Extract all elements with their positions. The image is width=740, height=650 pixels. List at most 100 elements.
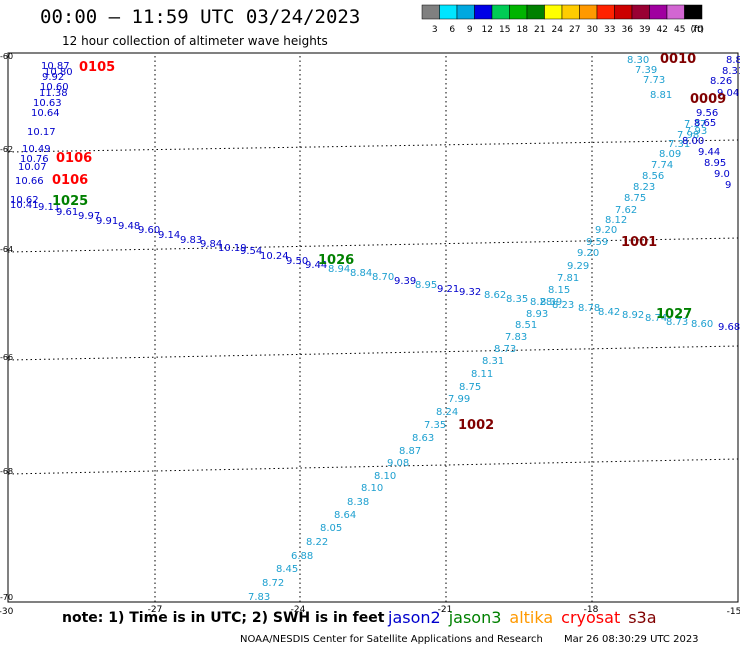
wave-height-label: 8.63 [412,433,434,444]
wave-height-label: 9.21 [437,284,459,295]
wave-height-label: 8.72 [262,578,284,589]
color-scale-legend: 3 6 9 12 15 18 21 24 27 30 33 36 39 42 45 70(ft) [421,4,704,35]
wave-height-label: 9 [725,180,731,191]
wave-height-label: 8.95 [704,158,726,169]
pass-time-label: 0106 [56,151,92,166]
legend-bin-label: 45 [674,25,685,35]
wave-height-label: 9.04 [717,88,739,99]
legend-bin-label: 9 [467,25,473,35]
map-title: 00:00 – 11:59 UTC 03/24/2023 [40,6,361,28]
longitude-label: -27 [148,605,163,615]
wave-height-label: 10.60 [40,82,69,93]
wave-height-label: 8.73 [666,317,688,328]
wave-height-label: 7.74 [651,160,673,171]
legend-bin-label: 15 [499,25,510,35]
wave-height-label: 8.23 [633,182,655,193]
wave-height-label: 11.38 [39,88,68,99]
longitude-label: -24 [291,605,306,615]
wave-height-label: 9.14 [158,230,180,241]
wave-height-label: 9.59 [586,237,608,248]
wave-height-label: 10.24 [260,251,289,262]
wave-height-label: 7.93 [685,126,707,137]
wave-height-label: 6.88 [291,551,313,562]
map-subtitle: 12 hour collection of altimeter wave hei… [62,34,328,48]
wave-height-label: 9.92 [42,72,64,83]
legend-bin-label: 18 [517,25,529,35]
legend-bin-label: 70 [692,25,704,35]
wave-height-label: 7.37 [684,119,706,130]
wave-height-label: 9.29 [567,261,589,272]
wave-height-label: 8.00 [682,136,704,147]
wave-height-label: 9.50 [286,256,308,267]
legend-bin-label: 12 [482,25,493,35]
wave-height-label: 8.31 [722,66,740,77]
wave-height-label: 8.12 [605,215,627,226]
pass-time-label: 1026 [318,253,354,268]
wave-height-label: 8.31 [482,356,504,367]
parallel-line [7,345,739,361]
wave-height-label: 8.51 [515,320,537,331]
longitude-label: -21 [438,605,453,615]
wave-height-label: 8.26 [710,76,732,87]
pass-time-label: 0009 [690,92,726,107]
wave-height-label: 8.05 [320,523,342,534]
latitude-label: -66 [0,353,13,362]
longitude-label: -30 [0,607,14,617]
longitude-label: -15 [727,607,740,617]
wave-height-label: 10.80 [44,67,73,78]
wave-height-label: 8.42 [598,307,620,318]
wave-height-label: 8.93 [526,309,548,320]
pass-time-label: 1025 [52,194,88,209]
wave-height-label: 7.31 [668,139,690,150]
wave-height-label: 8.73 [494,344,516,355]
wave-height-label: 9.20 [577,248,599,259]
wave-height-label: 8.78 [578,303,600,314]
pass-time-label: 0106 [52,173,88,188]
satellite-legend-jason3: jason3 [448,608,502,627]
wave-height-label: 8.22 [306,537,328,548]
wave-height-label: 7.83 [505,332,527,343]
wave-height-label: 9.48 [118,221,140,232]
latitude-label: -64 [0,245,13,254]
wave-height-label: 9.39 [394,276,416,287]
legend-bin-label: 24 [552,25,564,35]
wave-height-label: 8.38 [347,497,369,508]
generated-timestamp: Mar 26 08:30:29 UTC 2023 [564,634,699,645]
satellite-legend-s3a: s3a [628,608,657,627]
wave-height-label: 10.64 [31,108,60,119]
wave-height-label: 9.91 [96,216,118,227]
wave-height-label: 9.83 [180,235,202,246]
wave-height-label: 9.0 [714,169,730,180]
wave-height-label: 10.07 [18,162,47,173]
wave-height-label: 8.10 [374,471,396,482]
wave-height-label: 8.30 [627,55,649,66]
wave-height-label: 10.19 [218,243,247,254]
wave-height-label: 8.75 [459,382,481,393]
legend-bin-label: 33 [604,25,615,35]
pass-time-label: 1027 [656,307,692,322]
credit-line: NOAA/NESDIS Center for Satellite Applica… [240,634,699,645]
wave-height-label: 7.99 [448,394,470,405]
wave-height-label: 10.41 [10,200,39,211]
legend-bin-label: 39 [639,25,651,35]
satellite-legend-altika: altika [509,608,554,627]
credit-source: NOAA/NESDIS Center for Satellite Applica… [240,634,543,645]
wave-height-label: 8.24 [436,407,458,418]
wave-height-label: 8.95 [415,280,437,291]
footer-note: note: 1) Time is in UTC; 2) SWH is in fe… [62,610,385,626]
wave-height-label: 8.60 [691,319,713,330]
wave-height-label: 8.87 [399,446,421,457]
wave-height-label: 9.20 [595,225,617,236]
legend-swatch [684,4,703,20]
latitude-label: -70 [0,593,13,602]
wave-height-label: 9.97 [78,211,100,222]
latitude-label: -68 [0,467,13,476]
wave-height-label: 10.87 [41,61,70,72]
wave-height-label: 8.35 [506,294,528,305]
wave-height-label: 7.83 [248,592,270,603]
wave-height-label: 8.64 [334,510,356,521]
wave-height-label: 8.70 [372,272,394,283]
wave-height-label: 8.94 [328,264,350,275]
pass-time-label: 0105 [79,60,115,75]
